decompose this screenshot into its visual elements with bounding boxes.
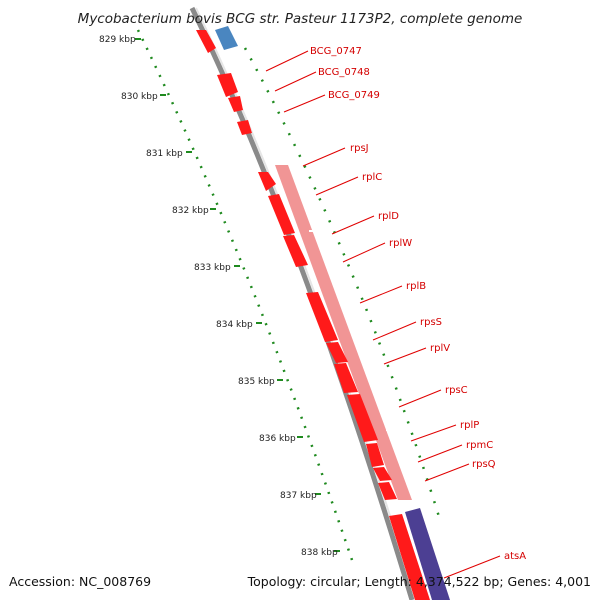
gene-forward [347,394,378,442]
gene-label-leader [265,50,309,72]
gene-label-leader [359,285,403,304]
gene-label[interactable]: rplB [406,281,426,292]
scale-label: 838 kbp [301,548,338,558]
gene-forward [237,120,252,135]
scale-label: 830 kbp [121,92,158,102]
gene-label[interactable]: rplD [378,211,399,222]
gene-forward [258,172,276,191]
gene-label[interactable]: rplP [460,420,479,431]
gene-label[interactable]: rpsS [420,317,442,328]
gene-label[interactable]: rpsQ [472,459,496,470]
gene-forward [306,292,338,342]
gene-label[interactable]: atsA [504,551,526,562]
gene-label-leader [410,424,457,442]
gene-label-leader [331,215,375,235]
gene-label-leader [398,389,442,408]
gene-forward [373,467,392,481]
gene-label[interactable]: rpsJ [350,143,369,154]
gene-label[interactable]: rpmC [466,440,493,451]
scale-label: 829 kbp [99,35,136,45]
gene-forward [268,194,295,235]
gene-forward [366,443,384,467]
gene-forward [334,363,358,393]
gene-forward [217,73,238,97]
gene-reverse-purple [405,508,450,600]
gene-label[interactable]: BCG_0749 [328,90,380,101]
scale-label: 834 kbp [216,320,253,330]
gene-forward [389,514,430,600]
tick-track [136,29,354,561]
genome-summary-text: Topology: circular; Length: 4,374,522 bp… [247,574,591,589]
gene-reverse-blue [215,26,238,50]
gene-label-leader [274,71,317,92]
gene-forward [283,235,308,267]
scale-label: 833 kbp [194,263,231,273]
gene-label[interactable]: rplW [389,238,412,249]
gene-label[interactable]: rplV [430,343,450,354]
gene-label-leader [417,444,463,463]
map-title: Mycobacterium bovis BCG str. Pasteur 117… [78,11,523,27]
scale-label: 832 kbp [172,206,209,216]
scale-label: 835 kbp [238,377,275,387]
gene-label-leader [302,147,346,167]
scale-label: 836 kbp [259,434,296,444]
gene-label[interactable]: BCG_0748 [318,67,370,78]
gene-label-leader [283,94,326,113]
gene-label-leader [383,347,427,365]
gene-label[interactable]: rpsC [445,385,468,396]
gene-label-leader [424,463,470,482]
accession-text: Accession: NC_008769 [9,574,151,589]
gene-label-leader [372,321,417,341]
gene-label-leader [342,242,386,263]
scale-label: 837 kbp [280,491,317,501]
scale-label: 831 kbp [146,149,183,159]
gene-label[interactable]: BCG_0747 [310,46,362,57]
gene-forward [196,30,216,53]
operon-band [275,165,412,500]
gene-label[interactable]: rplC [362,172,382,183]
genome-backbone [189,6,415,600]
gene-label-leader [443,555,501,579]
gene-forward [326,342,348,363]
gene-forward [228,96,243,112]
gene-label-leader [315,176,359,196]
gene-forward [378,482,397,500]
